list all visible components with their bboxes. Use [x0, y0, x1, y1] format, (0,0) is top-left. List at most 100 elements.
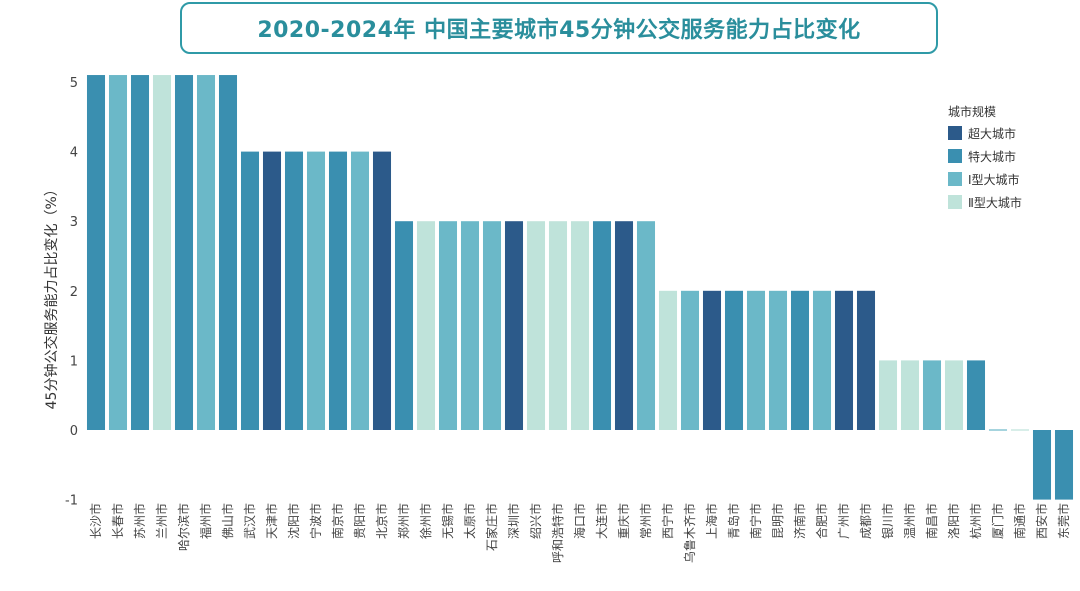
x-tick-label: 郑州市 [396, 503, 411, 539]
x-tick-label: 常州市 [638, 503, 653, 539]
x-tick-label: 石家庄市 [484, 503, 499, 551]
x-tick-label: 太原市 [462, 503, 477, 539]
x-tick-label: 北京市 [374, 503, 389, 539]
x-tick-label: 广州市 [836, 503, 851, 539]
y-tick-label: 1 [70, 354, 78, 369]
y-tick-label: -1 [65, 494, 78, 509]
x-tick-label: 西安市 [1034, 503, 1049, 539]
x-tick-label: 哈尔滨市 [176, 503, 191, 551]
bar-广州市 [834, 290, 854, 430]
bar-石家庄市 [482, 221, 502, 430]
x-tick-label: 苏州市 [132, 503, 147, 539]
bar-海口市 [570, 221, 590, 430]
x-tick-label: 兰州市 [154, 503, 169, 539]
x-tick-label: 大连市 [594, 503, 609, 539]
x-tick-label: 济南市 [792, 503, 807, 539]
x-tick-label: 温州市 [902, 503, 917, 539]
bar-济南市 [790, 290, 810, 430]
bar-长沙市 [86, 75, 106, 430]
bar-福州市 [196, 75, 216, 430]
x-tick-label: 长沙市 [88, 503, 103, 539]
legend-label: 特大城市 [968, 149, 1016, 164]
x-tick-label: 上海市 [704, 503, 719, 539]
x-tick-label: 深圳市 [506, 503, 521, 539]
legend-label: 超大城市 [968, 126, 1016, 141]
legend-swatch [948, 195, 962, 209]
x-tick-label: 长春市 [110, 503, 125, 539]
x-tick-label: 西宁市 [660, 503, 675, 539]
bar-深圳市 [504, 221, 524, 430]
bar-兰州市 [152, 75, 172, 430]
bar-北京市 [372, 151, 392, 430]
bar-西安市 [1032, 430, 1052, 500]
legend-swatch [948, 149, 962, 163]
bar-成都市 [856, 290, 876, 430]
legend-swatch [948, 126, 962, 140]
bar-青岛市 [724, 290, 744, 430]
x-tick-label: 沈阳市 [286, 503, 301, 539]
bar-常州市 [636, 221, 656, 430]
bar-呼和浩特市 [548, 221, 568, 430]
bar-银川市 [878, 360, 898, 430]
bar-长春市 [108, 75, 128, 430]
x-tick-label: 青岛市 [726, 503, 741, 539]
bar-南昌市 [922, 360, 942, 430]
bar-天津市 [262, 151, 282, 430]
x-tick-label: 洛阳市 [946, 503, 961, 539]
bar-西宁市 [658, 290, 678, 430]
bar-洛阳市 [944, 360, 964, 430]
bar-杭州市 [966, 360, 986, 430]
bar-武汉市 [240, 151, 260, 430]
legend-label: Ⅰ型大城市 [968, 172, 1020, 187]
bar-温州市 [900, 360, 920, 430]
legend-label: Ⅱ型大城市 [968, 195, 1022, 210]
bar-徐州市 [416, 221, 436, 430]
bar-苏州市 [130, 75, 150, 430]
bar-上海市 [702, 290, 722, 430]
y-axis-label: 45分钟公交服务能力占比变化（%） [43, 182, 60, 409]
x-tick-label: 徐州市 [418, 503, 433, 539]
bar-南通市 [1010, 429, 1030, 431]
bar-宁波市 [306, 151, 326, 430]
bar-太原市 [460, 221, 480, 430]
y-tick-label: 0 [70, 424, 78, 439]
x-tick-label: 东莞市 [1056, 503, 1071, 539]
bar-东莞市 [1054, 430, 1074, 500]
x-tick-label: 呼和浩特市 [550, 503, 565, 563]
y-tick-label: 3 [70, 215, 78, 230]
x-tick-label: 贵阳市 [352, 503, 367, 539]
y-tick-label: 4 [70, 146, 78, 161]
x-tick-label: 合肥市 [814, 503, 829, 539]
x-tick-label: 南通市 [1012, 503, 1027, 539]
x-tick-label: 乌鲁木齐市 [682, 503, 697, 563]
bar-重庆市 [614, 221, 634, 430]
x-tick-label: 绍兴市 [528, 503, 543, 539]
x-tick-label: 南宁市 [748, 503, 763, 539]
x-tick-label: 昆明市 [770, 503, 785, 539]
bar-佛山市 [218, 75, 238, 430]
chart-title: 2020-2024年 中国主要城市45分钟公交服务能力占比变化 [180, 2, 938, 54]
x-tick-label: 福州市 [198, 503, 213, 539]
x-tick-label: 天津市 [264, 503, 279, 539]
bar-昆明市 [768, 290, 788, 430]
x-tick-label: 武汉市 [242, 503, 257, 539]
x-tick-label: 海口市 [572, 503, 587, 539]
bar-合肥市 [812, 290, 832, 430]
bar-南京市 [328, 151, 348, 430]
bar-沈阳市 [284, 151, 304, 430]
x-tick-label: 杭州市 [968, 503, 983, 539]
bar-无锡市 [438, 221, 458, 430]
legend-swatch [948, 172, 962, 186]
bar-郑州市 [394, 221, 414, 430]
x-tick-label: 南昌市 [924, 503, 939, 539]
bar-南宁市 [746, 290, 766, 430]
bar-厦门市 [988, 429, 1008, 431]
bar-乌鲁木齐市 [680, 290, 700, 430]
y-tick-label: 2 [70, 285, 78, 300]
x-tick-label: 宁波市 [308, 503, 323, 539]
bar-哈尔滨市 [174, 75, 194, 430]
bar-大连市 [592, 221, 612, 430]
bar-绍兴市 [526, 221, 546, 430]
legend-title: 城市规模 [948, 104, 996, 119]
